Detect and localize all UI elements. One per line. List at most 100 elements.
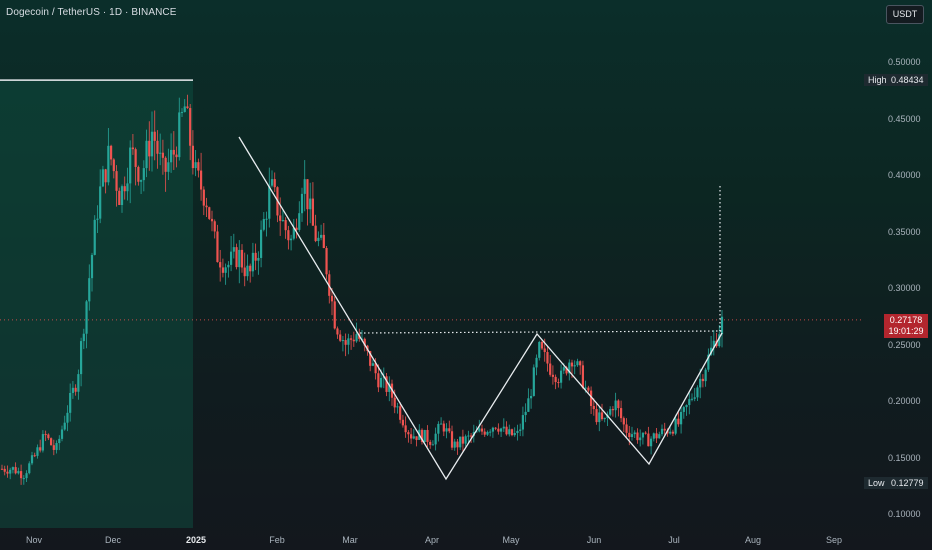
- candle-body: [639, 437, 642, 441]
- candle-body: [58, 438, 61, 444]
- candle-body: [109, 145, 113, 160]
- candle-body: [551, 374, 555, 377]
- candle-body: [404, 425, 407, 433]
- candle-body: [232, 247, 235, 252]
- candle-body: [707, 354, 710, 370]
- candle-body: [298, 213, 301, 230]
- candle-body: [595, 409, 598, 423]
- candle-body: [409, 434, 413, 439]
- candle-body: [139, 180, 143, 182]
- candle-body: [30, 455, 34, 464]
- candle-body: [669, 431, 672, 434]
- candle-body: [355, 334, 358, 342]
- candle-body: [658, 434, 661, 439]
- candle-body: [497, 428, 500, 432]
- candle-body: [712, 340, 715, 348]
- candle-body: [41, 434, 45, 451]
- candle-body: [178, 112, 181, 158]
- candle-body: [330, 295, 334, 302]
- price-tick-label: 0.20000: [888, 396, 921, 406]
- candle-body: [287, 230, 290, 241]
- candle-body: [96, 218, 99, 220]
- candle-body: [469, 435, 473, 437]
- candle-body: [374, 363, 377, 374]
- candle-body: [489, 431, 492, 433]
- price-tick-label: 0.35000: [888, 226, 921, 237]
- candle-body: [303, 179, 306, 194]
- candle-body: [480, 428, 484, 432]
- candle-body: [568, 362, 571, 374]
- candle-body: [426, 429, 429, 442]
- candle-body: [682, 407, 685, 412]
- candle-body: [529, 395, 533, 399]
- candle-body: [450, 431, 454, 448]
- price-chart[interactable]: [0, 0, 862, 528]
- candle-body: [677, 418, 680, 425]
- chart-area[interactable]: [0, 0, 862, 528]
- candle-body: [614, 400, 617, 411]
- candle-body: [352, 339, 355, 342]
- candle-body: [246, 265, 249, 277]
- candle-body: [314, 225, 317, 242]
- candle-body: [137, 166, 140, 182]
- candle-body: [235, 247, 238, 268]
- candle-body: [191, 145, 195, 169]
- candle-body: [112, 159, 115, 172]
- candle-body: [347, 338, 350, 345]
- candle-body: [82, 333, 85, 342]
- candle-body: [415, 436, 418, 440]
- time-axis[interactable]: [0, 528, 932, 550]
- candle-body: [535, 357, 538, 368]
- candle-body: [521, 415, 525, 430]
- candle-body: [467, 435, 470, 437]
- candle-body: [221, 267, 225, 273]
- candle-body: [423, 429, 426, 443]
- candle-body: [690, 398, 694, 400]
- candle-body: [238, 249, 241, 268]
- time-axis-label: May: [502, 535, 520, 545]
- time-axis-label: Nov: [25, 535, 43, 545]
- candle-body: [549, 363, 552, 375]
- price-tick-label: 0.45000: [888, 113, 921, 124]
- candle-body: [573, 365, 576, 367]
- candle-body: [379, 377, 383, 388]
- candle-body: [538, 341, 541, 358]
- candle-body: [319, 234, 323, 238]
- candle-body: [186, 106, 189, 109]
- candle-body: [325, 248, 328, 275]
- candle-body: [442, 423, 445, 432]
- candle-body: [183, 106, 186, 113]
- currency-button[interactable]: USDT: [886, 5, 924, 24]
- time-axis-label: Mar: [342, 535, 358, 545]
- candle-body: [156, 140, 159, 154]
- candle-body: [519, 429, 522, 431]
- candle-body: [486, 431, 489, 435]
- candle-body: [385, 376, 388, 392]
- candle-body: [292, 227, 295, 239]
- candle-body: [129, 147, 132, 184]
- candle-body: [197, 162, 200, 171]
- candle-body: [0, 468, 4, 470]
- chart-title: Dogecoin / TetherUS · 1D · BINANCE: [6, 7, 177, 18]
- candle-body: [584, 387, 587, 389]
- candle-body: [431, 444, 435, 446]
- candle-body: [603, 417, 606, 420]
- candle-body: [589, 390, 593, 406]
- candle-body: [598, 412, 601, 423]
- candle-body: [628, 432, 631, 437]
- candle-body: [194, 162, 197, 169]
- candle-body: [289, 238, 293, 241]
- candle-body: [630, 434, 634, 437]
- candle-body: [527, 398, 530, 412]
- candle-body: [369, 350, 372, 366]
- candle-body: [510, 429, 514, 436]
- candle-body: [52, 445, 55, 450]
- candle-body: [77, 374, 80, 392]
- price-tick-label: 0.40000: [888, 170, 921, 180]
- candle-body: [696, 387, 699, 398]
- candle-body: [322, 234, 325, 249]
- candle-body: [262, 219, 265, 230]
- candle-body: [169, 149, 173, 163]
- time-axis-label: Sep: [825, 535, 843, 545]
- candle-body: [461, 436, 465, 444]
